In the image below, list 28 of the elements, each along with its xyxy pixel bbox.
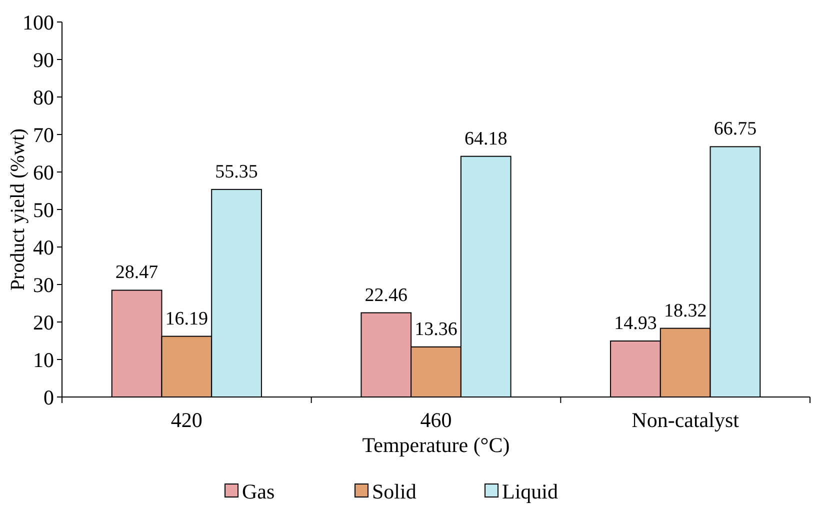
- y-tick-label: 40: [33, 235, 54, 260]
- y-tick-label: 30: [33, 272, 54, 297]
- y-tick-label: 70: [33, 122, 54, 147]
- legend-label: Gas: [242, 479, 275, 504]
- data-label: 13.36: [414, 318, 458, 340]
- y-tick-label: 100: [22, 10, 54, 34]
- y-tick-label: 90: [33, 48, 54, 72]
- y-tick-label: 50: [33, 198, 54, 222]
- y-tick-label: 80: [33, 85, 54, 110]
- data-label: 18.32: [664, 300, 707, 322]
- y-tick-label: 0: [44, 385, 54, 410]
- x-tick-label: 460: [420, 408, 452, 432]
- x-axis-title: Temperature (°C): [362, 433, 510, 457]
- legend-label: Solid: [372, 479, 417, 504]
- data-label: 14.93: [614, 313, 657, 334]
- x-tick-label: 420: [170, 408, 202, 432]
- data-label: 66.75: [714, 118, 757, 140]
- data-label: 22.46: [364, 284, 408, 306]
- y-tick-label: 60: [33, 160, 54, 184]
- y-tick-label: 10: [33, 348, 54, 372]
- y-tick-label: 20: [33, 310, 54, 334]
- data-label: 55.35: [215, 161, 258, 182]
- y-axis-title: Product yield (%wt): [7, 128, 29, 291]
- x-tick-label: Non-catalyst: [632, 408, 740, 432]
- legend-label: Liquid: [502, 479, 558, 504]
- data-label: 16.19: [165, 308, 208, 330]
- data-label: 64.18: [464, 128, 508, 150]
- data-label: 28.47: [115, 262, 158, 284]
